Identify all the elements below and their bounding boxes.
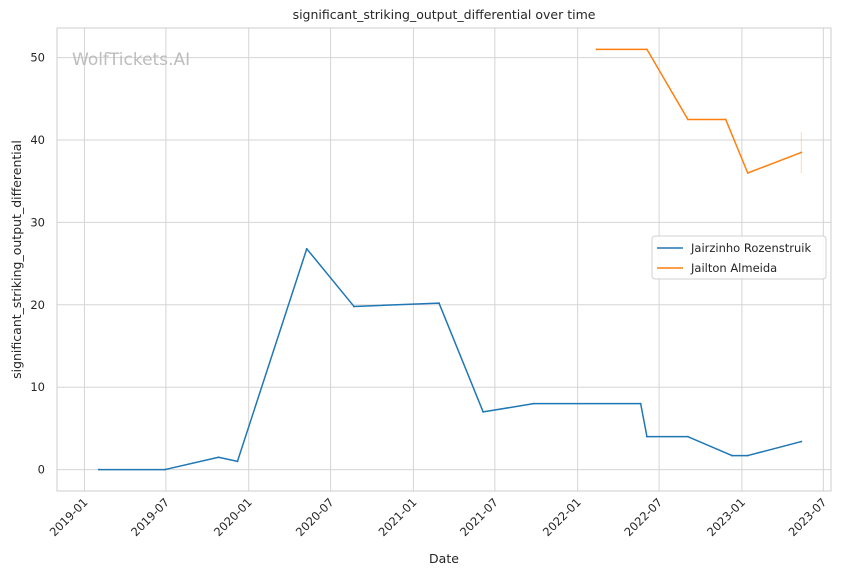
- data-point-1-2: [687, 118, 689, 121]
- x-tick-label: 2021-01: [376, 495, 420, 539]
- y-axis-title: significant_striking_output_differential: [9, 140, 24, 379]
- data-point-0-1: [164, 468, 166, 471]
- y-axis-ticks: 0 10 20 30 40 50: [30, 51, 45, 477]
- legend-box: [651, 235, 827, 280]
- x-tick-label: 2023-07: [786, 495, 830, 539]
- y-tick-label: 40: [30, 133, 45, 147]
- data-point-1-3: [724, 118, 727, 121]
- data-point-1-4: [746, 172, 749, 174]
- legend-label-0: Jairzinho Rozenstruik: [690, 241, 811, 255]
- x-tick-label: 2020-07: [293, 495, 337, 539]
- x-tick-label: 2020-01: [211, 495, 255, 539]
- x-axis-title: Date: [429, 551, 459, 566]
- data-point-0-11: [687, 435, 689, 438]
- data-point-1-1: [646, 48, 648, 51]
- data-point-0-10: [646, 435, 648, 438]
- data-point-0-12: [731, 454, 733, 457]
- data-point-1-0: [595, 48, 598, 51]
- data-point-0-7: [482, 411, 485, 413]
- x-tick-label: 2022-07: [621, 495, 665, 539]
- y-tick-label: 30: [30, 215, 45, 229]
- data-point-0-0: [97, 468, 100, 471]
- y-tick-label: 50: [30, 51, 45, 65]
- data-point-0-2: [217, 456, 220, 459]
- x-axis-ticks: 2019-01 2019-07 2020-01 2020-07 2021-01 2021-…: [47, 495, 830, 539]
- y-tick-label: 10: [30, 380, 45, 394]
- chart-title: significant_striking_output_differential…: [293, 7, 596, 22]
- y-tick-label: 20: [30, 298, 45, 312]
- data-point-0-9: [639, 402, 642, 405]
- data-point-1-5: [800, 151, 803, 154]
- x-tick-label: 2023-01: [704, 495, 748, 539]
- series-line-0: [98, 248, 802, 471]
- series-line-1: [596, 48, 802, 174]
- grid: [57, 28, 831, 491]
- watermark-text: WolfTickets.AI: [72, 50, 190, 70]
- x-tick-label: 2022-01: [540, 495, 584, 539]
- y-tick-label: 0: [38, 463, 45, 477]
- data-point-0-8: [532, 402, 535, 405]
- x-tick-label: 2019-07: [128, 495, 172, 539]
- data-point-0-13: [746, 454, 749, 457]
- x-tick-label: 2019-01: [47, 495, 91, 539]
- legend-label-1: Jailton Almeida: [690, 261, 777, 275]
- series-layer: [97, 48, 803, 471]
- legend: Jairzinho Rozenstruik Jailton Almeida: [651, 235, 827, 280]
- data-point-0-3: [236, 460, 239, 463]
- data-point-0-6: [438, 302, 440, 305]
- data-point-0-5: [353, 305, 355, 308]
- data-point-0-4: [305, 247, 308, 250]
- x-tick-label: 2021-07: [457, 495, 501, 539]
- data-point-0-14: [800, 440, 803, 443]
- plot-area: [56, 27, 832, 492]
